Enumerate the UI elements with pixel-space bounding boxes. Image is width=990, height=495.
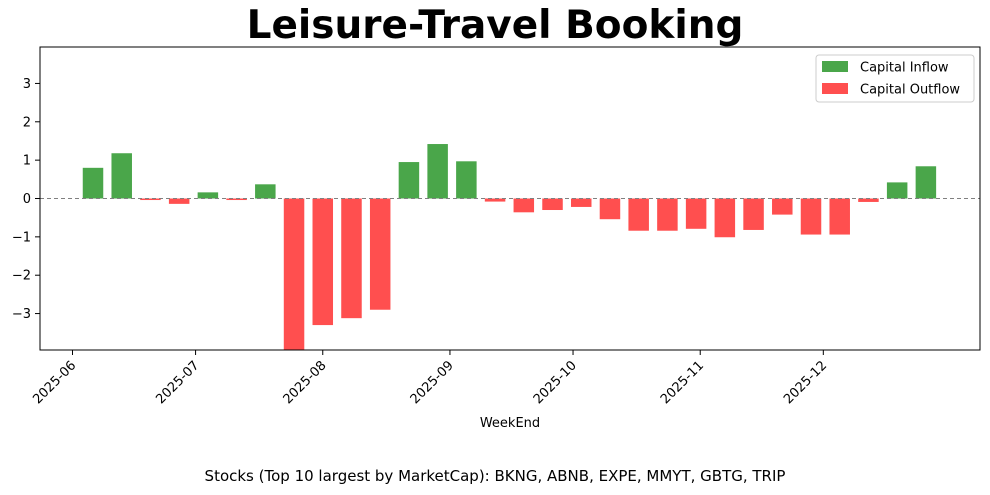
y-tick-label: 2 <box>23 115 31 130</box>
bar-2025-12-12 <box>858 198 879 202</box>
x-tick-label: 2025-06 <box>30 358 79 407</box>
bar-2025-10-17 <box>628 198 649 231</box>
bar-2025-07-11 <box>226 198 247 201</box>
y-tick-label: 1 <box>23 154 31 169</box>
x-tick-label: 2025-07 <box>153 358 202 407</box>
bar-2025-11-21 <box>772 198 793 215</box>
legend-outflow-swatch <box>822 83 848 94</box>
bar-2025-07-04 <box>197 192 219 199</box>
bar-2025-06-13 <box>111 153 132 199</box>
y-tick-label: −1 <box>12 230 31 245</box>
x-axis-label: WeekEnd <box>480 416 540 431</box>
bar-2025-08-08 <box>341 198 362 319</box>
bar-2025-10-31 <box>685 198 707 229</box>
bar-2025-09-26 <box>542 198 563 211</box>
x-tick-label: 2025-10 <box>531 358 580 407</box>
x-axis: 2025-06 2025-07 2025-08 2025-09 2025-10 2025-… <box>30 350 830 407</box>
bar-2025-10-24 <box>657 198 678 231</box>
bar-2025-11-07 <box>714 198 736 238</box>
bar-2025-08-01 <box>312 198 334 326</box>
bar-2025-06-06 <box>82 167 104 199</box>
bar-2025-09-19 <box>513 198 535 213</box>
bar-2025-12-05 <box>829 198 850 235</box>
legend-box <box>815 54 975 103</box>
bar-2025-09-12 <box>484 198 506 202</box>
y-axis: −3 −2 −1 0 1 2 3 <box>12 77 40 322</box>
bar-2025-11-14 <box>743 198 764 230</box>
bar-2025-10-03 <box>570 198 592 207</box>
bar-2025-08-29 <box>427 144 448 199</box>
x-tick-label: 2025-11 <box>658 358 707 407</box>
x-tick-label: 2025-08 <box>281 358 330 407</box>
footnote: Stocks (Top 10 largest by MarketCap): BK… <box>204 467 786 485</box>
bar-2025-06-20 <box>140 198 161 201</box>
bar-2025-12-19 <box>886 182 908 199</box>
legend-outflow-label: Capital Outflow <box>860 83 960 98</box>
bars-group <box>82 144 937 350</box>
legend: Capital Inflow Capital Outflow <box>815 54 975 103</box>
y-tick-label: −2 <box>12 269 31 284</box>
bar-2025-12-26 <box>915 166 937 199</box>
bar-2025-07-18 <box>255 184 276 199</box>
legend-inflow-swatch <box>822 61 848 72</box>
bar-2025-07-25 <box>283 198 305 350</box>
chart-title: Leisure-Travel Booking <box>246 3 744 48</box>
y-tick-label: −3 <box>12 307 31 322</box>
bar-2025-08-22 <box>398 162 420 199</box>
bar-2025-11-28 <box>800 198 822 235</box>
legend-inflow-label: Capital Inflow <box>860 61 949 76</box>
bar-2025-06-27 <box>168 198 190 204</box>
x-tick-label: 2025-12 <box>781 358 830 407</box>
bar-2025-08-15 <box>369 198 391 310</box>
bar-2025-09-05 <box>456 161 477 199</box>
y-tick-label: 3 <box>23 77 31 92</box>
y-tick-label: 0 <box>23 192 31 207</box>
bar-2025-10-10 <box>599 198 621 220</box>
x-tick-label: 2025-09 <box>408 358 457 407</box>
